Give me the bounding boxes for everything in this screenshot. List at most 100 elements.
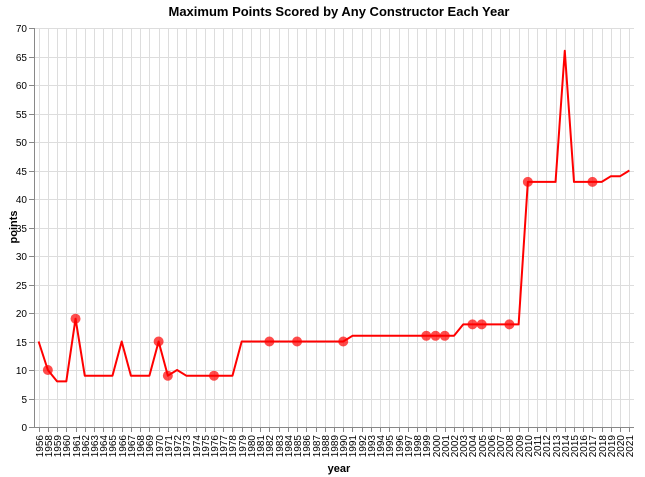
- x-tick-label: 2008: [505, 435, 516, 458]
- y-axis-title: points: [8, 211, 20, 244]
- x-tick-label: 1980: [247, 435, 258, 458]
- x-tick-label: 1996: [395, 435, 406, 458]
- x-tick-label: 1998: [413, 435, 424, 458]
- x-tick-label: 1981: [256, 435, 267, 458]
- x-tick-label: 1995: [385, 435, 396, 458]
- x-tick-label: 2012: [542, 435, 553, 458]
- x-tick-label: 2000: [432, 435, 443, 458]
- data-point: [467, 319, 478, 330]
- x-tick-label: 1979: [238, 435, 249, 458]
- x-tick-label: 2021: [625, 435, 636, 458]
- x-tick-label: 1994: [376, 435, 387, 458]
- x-tick-label: 2017: [588, 435, 599, 458]
- data-point: [421, 330, 432, 341]
- x-tick-label: 1984: [284, 435, 295, 458]
- x-tick-label: 2002: [450, 435, 461, 458]
- x-tick-label: 1992: [358, 435, 369, 458]
- x-tick-label: 2005: [478, 435, 489, 458]
- y-tick-label: 30: [16, 252, 28, 263]
- x-tick-label: 2009: [515, 435, 526, 458]
- data-point: [209, 370, 219, 381]
- data-point: [338, 336, 349, 347]
- y-tick-label: 70: [16, 24, 28, 35]
- x-tick-label: 1985: [293, 435, 304, 458]
- x-tick-label: 1961: [72, 435, 83, 458]
- x-tick-label: 1959: [53, 435, 64, 458]
- x-tick-label: 1970: [155, 435, 166, 458]
- y-axis: 0 5 10 15 20 25 30 35 40 45 50 55 60 65 70: [16, 24, 35, 434]
- y-tick-label: 5: [21, 395, 27, 406]
- data-point: [264, 336, 275, 347]
- grid: [34, 28, 634, 428]
- x-tick-label: 1964: [99, 435, 110, 458]
- y-tick-label: 35: [16, 224, 28, 235]
- data-point: [476, 319, 487, 330]
- x-tick-label: 2003: [459, 435, 470, 458]
- x-tick-label: 2001: [441, 435, 452, 458]
- y-tick-label: 40: [16, 195, 28, 206]
- x-tick-label: 2018: [598, 435, 609, 458]
- x-tick-label: 1997: [404, 435, 415, 458]
- x-tick-label: 1993: [367, 435, 378, 458]
- data-point: [162, 370, 173, 381]
- y-tick-label: 55: [16, 110, 28, 121]
- x-tick-label: 2010: [524, 435, 535, 458]
- x-tick-label: 1966: [118, 435, 129, 458]
- y-tick-label: 50: [16, 138, 28, 149]
- x-tick-label: 1982: [265, 435, 276, 458]
- x-tick-label: 2016: [579, 435, 590, 458]
- x-tick-label: 1988: [321, 435, 332, 458]
- x-tick-label: 1968: [136, 435, 147, 458]
- x-tick-label: 1974: [192, 435, 203, 458]
- x-tick-label: 1967: [127, 435, 138, 458]
- x-tick-label: 2006: [487, 435, 498, 458]
- y-tick-label: 0: [21, 423, 27, 434]
- x-tick-label: 1960: [62, 435, 73, 458]
- y-tick-label: 45: [16, 167, 28, 178]
- series: [37, 49, 630, 383]
- data-point: [504, 319, 515, 330]
- data-point: [430, 330, 441, 341]
- x-tick-label: 1971: [164, 435, 175, 458]
- x-tick-label: 2004: [468, 435, 479, 458]
- y-tick-label: 60: [16, 81, 28, 92]
- x-tick-label: 1999: [422, 435, 433, 458]
- y-tick-label: 15: [16, 338, 28, 349]
- x-tick-label: 1976: [210, 435, 221, 458]
- y-tick-label: 10: [16, 366, 28, 377]
- x-tick-label: 1962: [81, 435, 92, 458]
- x-tick-label: 1983: [275, 435, 286, 458]
- x-tick-label: 1986: [302, 435, 313, 458]
- x-tick-label: 1956: [35, 435, 46, 458]
- x-tick-label: 1977: [219, 435, 230, 458]
- data-point: [587, 176, 598, 187]
- data-point: [439, 330, 450, 341]
- y-tick-label: 20: [16, 309, 28, 320]
- x-axis-title: year: [328, 463, 351, 475]
- x-tick-label: 2019: [607, 435, 618, 458]
- x-tick-label: 1978: [228, 435, 239, 458]
- x-tick-label: 1963: [90, 435, 101, 458]
- x-tick-label: 2020: [616, 435, 627, 458]
- chart-title: Maximum Points Scored by Any Constructor…: [169, 4, 510, 19]
- x-tick-label: 1989: [330, 435, 341, 458]
- data-point: [522, 176, 533, 187]
- x-tick-label: 1969: [145, 435, 156, 458]
- x-tick-label: 1973: [182, 435, 193, 458]
- data-point: [70, 313, 81, 324]
- x-tick-label: 1975: [201, 435, 212, 458]
- x-tick-label: 2013: [552, 435, 563, 458]
- x-tick-label: 1987: [312, 435, 323, 458]
- data-point: [292, 336, 303, 347]
- y-tick-label: 25: [16, 281, 28, 292]
- x-tick-label: 1991: [348, 435, 359, 458]
- x-tick-label: 2014: [561, 435, 572, 458]
- x-tick-label: 1958: [44, 435, 55, 458]
- x-tick-label: 1965: [108, 435, 119, 458]
- x-tick-label: 1972: [173, 435, 184, 458]
- data-point: [153, 336, 164, 347]
- y-tick-label: 65: [16, 53, 28, 64]
- x-tick-label: 2015: [570, 435, 581, 458]
